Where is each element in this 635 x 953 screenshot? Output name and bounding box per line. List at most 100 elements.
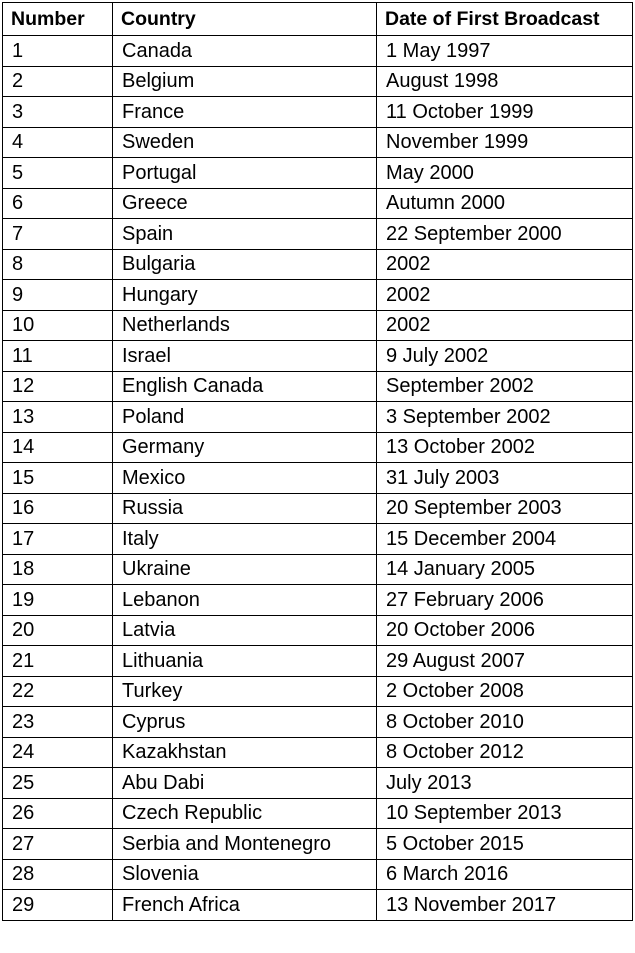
- cell-country: Belgium: [112, 65, 377, 97]
- table-row: 14 Germany 13 October 2002: [2, 431, 633, 463]
- cell-country: Germany: [112, 431, 377, 463]
- cell-country: Abu Dabi: [112, 767, 377, 799]
- broadcast-table: Number Country Date of First Broadcast 1…: [2, 2, 633, 921]
- cell-date: 2002: [376, 279, 633, 311]
- cell-date: 5 October 2015: [376, 828, 633, 860]
- table-row: 11 Israel 9 July 2002: [2, 340, 633, 372]
- cell-date: 2002: [376, 248, 633, 280]
- cell-country: French Africa: [112, 889, 377, 921]
- cell-number: 20: [2, 614, 113, 646]
- cell-date: 13 November 2017: [376, 889, 633, 921]
- cell-country: Serbia and Montenegro: [112, 828, 377, 860]
- cell-country: Portugal: [112, 157, 377, 189]
- cell-country: Lithuania: [112, 645, 377, 677]
- table-row: 6 Greece Autumn 2000: [2, 187, 633, 219]
- table-row: 18 Ukraine 14 January 2005: [2, 553, 633, 585]
- cell-date: September 2002: [376, 370, 633, 402]
- header-country: Country: [112, 2, 377, 36]
- cell-country: Lebanon: [112, 584, 377, 616]
- cell-number: 12: [2, 370, 113, 402]
- table-row: 12 English Canada September 2002: [2, 370, 633, 402]
- cell-date: 20 September 2003: [376, 492, 633, 524]
- cell-country: Ukraine: [112, 553, 377, 585]
- cell-date: July 2013: [376, 767, 633, 799]
- table-row: 27 Serbia and Montenegro 5 October 2015: [2, 828, 633, 860]
- cell-country: Greece: [112, 187, 377, 219]
- cell-date: 8 October 2012: [376, 736, 633, 768]
- cell-date: August 1998: [376, 65, 633, 97]
- cell-date: May 2000: [376, 157, 633, 189]
- cell-country: Cyprus: [112, 706, 377, 738]
- cell-number: 9: [2, 279, 113, 311]
- cell-country: France: [112, 96, 377, 128]
- cell-number: 6: [2, 187, 113, 219]
- table-row: 26 Czech Republic 10 September 2013: [2, 797, 633, 829]
- table-row: 7 Spain 22 September 2000: [2, 218, 633, 250]
- table-header: Number Country Date of First Broadcast: [2, 2, 633, 36]
- table-row: 4 Sweden November 1999: [2, 126, 633, 158]
- cell-country: Kazakhstan: [112, 736, 377, 768]
- cell-country: Sweden: [112, 126, 377, 158]
- cell-number: 15: [2, 462, 113, 494]
- cell-country: Italy: [112, 523, 377, 555]
- cell-country: Israel: [112, 340, 377, 372]
- cell-date: 27 February 2006: [376, 584, 633, 616]
- cell-number: 18: [2, 553, 113, 585]
- cell-number: 23: [2, 706, 113, 738]
- header-row: Number Country Date of First Broadcast: [2, 2, 633, 36]
- cell-number: 22: [2, 675, 113, 707]
- cell-date: 13 October 2002: [376, 431, 633, 463]
- table-row: 8 Bulgaria 2002: [2, 248, 633, 280]
- cell-number: 2: [2, 65, 113, 97]
- table-row: 3 France 11 October 1999: [2, 96, 633, 128]
- cell-number: 16: [2, 492, 113, 524]
- cell-date: 6 March 2016: [376, 858, 633, 890]
- cell-date: 1 May 1997: [376, 35, 633, 67]
- header-number: Number: [2, 2, 113, 36]
- cell-date: 22 September 2000: [376, 218, 633, 250]
- cell-number: 7: [2, 218, 113, 250]
- table-row: 16 Russia 20 September 2003: [2, 492, 633, 524]
- cell-number: 11: [2, 340, 113, 372]
- cell-date: 9 July 2002: [376, 340, 633, 372]
- cell-date: 11 October 1999: [376, 96, 633, 128]
- table-row: 10 Netherlands 2002: [2, 309, 633, 341]
- cell-date: 20 October 2006: [376, 614, 633, 646]
- table-row: 2 Belgium August 1998: [2, 65, 633, 97]
- table-row: 20 Latvia 20 October 2006: [2, 614, 633, 646]
- table-row: 1 Canada 1 May 1997: [2, 35, 633, 67]
- table-row: 19 Lebanon 27 February 2006: [2, 584, 633, 616]
- cell-number: 13: [2, 401, 113, 433]
- table-row: 5 Portugal May 2000: [2, 157, 633, 189]
- cell-number: 19: [2, 584, 113, 616]
- table-row: 22 Turkey 2 October 2008: [2, 675, 633, 707]
- table-row: 28 Slovenia 6 March 2016: [2, 858, 633, 890]
- cell-country: Spain: [112, 218, 377, 250]
- cell-date: 2002: [376, 309, 633, 341]
- cell-date: 15 December 2004: [376, 523, 633, 555]
- cell-country: Netherlands: [112, 309, 377, 341]
- cell-country: Mexico: [112, 462, 377, 494]
- table-row: 24 Kazakhstan 8 October 2012: [2, 736, 633, 768]
- cell-number: 4: [2, 126, 113, 158]
- cell-number: 5: [2, 157, 113, 189]
- table-row: 23 Cyprus 8 October 2010: [2, 706, 633, 738]
- cell-number: 29: [2, 889, 113, 921]
- cell-country: Hungary: [112, 279, 377, 311]
- cell-date: 29 August 2007: [376, 645, 633, 677]
- table-row: 17 Italy 15 December 2004: [2, 523, 633, 555]
- cell-date: 3 September 2002: [376, 401, 633, 433]
- cell-date: November 1999: [376, 126, 633, 158]
- cell-country: Bulgaria: [112, 248, 377, 280]
- cell-date: 31 July 2003: [376, 462, 633, 494]
- cell-country: Turkey: [112, 675, 377, 707]
- cell-country: Latvia: [112, 614, 377, 646]
- table-row: 9 Hungary 2002: [2, 279, 633, 311]
- table-row: 21 Lithuania 29 August 2007: [2, 645, 633, 677]
- cell-country: Canada: [112, 35, 377, 67]
- table-row: 29 French Africa 13 November 2017: [2, 889, 633, 921]
- cell-number: 28: [2, 858, 113, 890]
- cell-number: 26: [2, 797, 113, 829]
- cell-number: 10: [2, 309, 113, 341]
- cell-date: 8 October 2010: [376, 706, 633, 738]
